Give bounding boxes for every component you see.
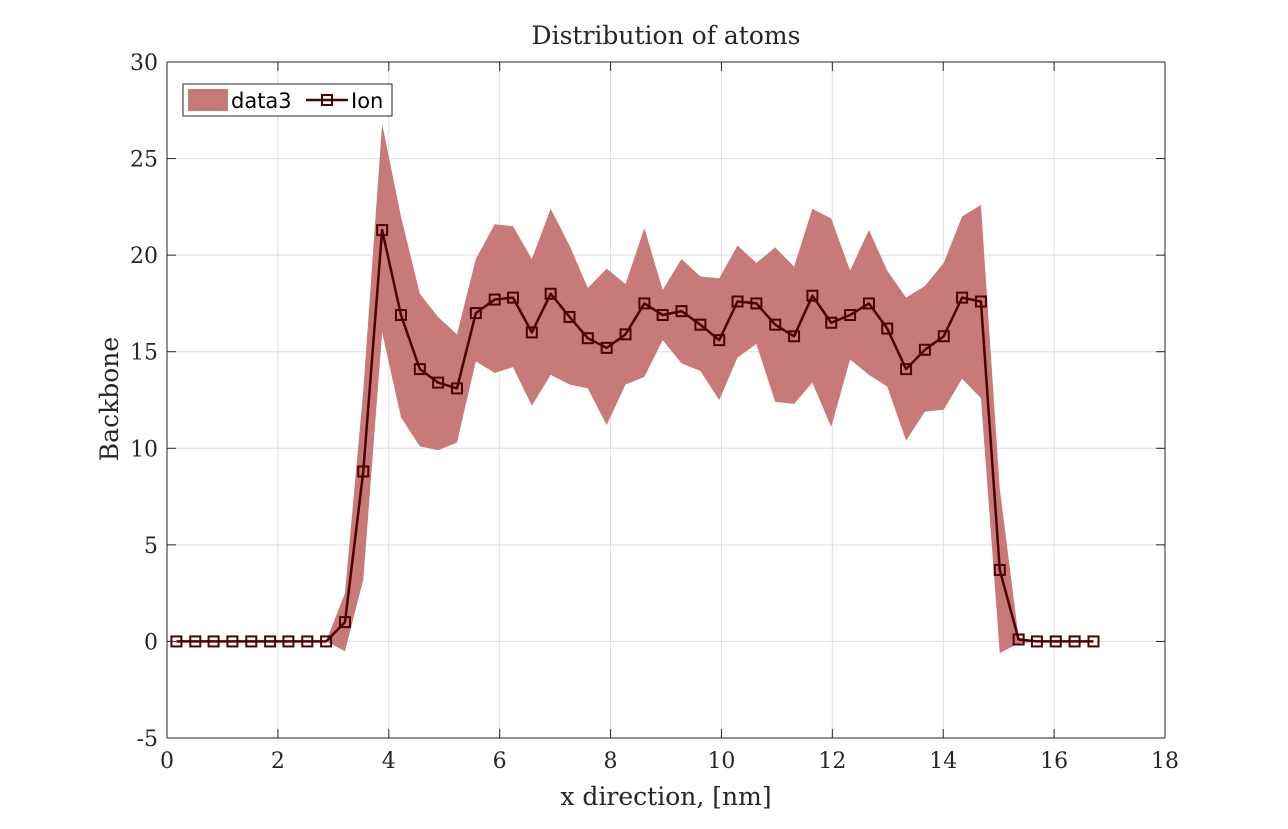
- legend-swatch-data3: [188, 89, 228, 111]
- legend-marker-ion: [321, 94, 333, 106]
- ion-marker: [769, 318, 782, 331]
- y-axis-label: Backbone: [95, 337, 124, 461]
- legend-label-data3: data3: [231, 89, 292, 113]
- ion-marker: [900, 363, 913, 376]
- ion-marker: [357, 465, 370, 478]
- ion-marker: [918, 343, 931, 356]
- ion-marker: [1068, 635, 1081, 648]
- ion-marker: [432, 376, 445, 389]
- x-tick-label: 8: [604, 749, 618, 774]
- x-tick-label: 12: [818, 749, 846, 774]
- ion-marker: [1087, 635, 1100, 648]
- ion-marker: [656, 309, 669, 322]
- ion-marker: [376, 224, 389, 237]
- ion-marker: [301, 635, 314, 648]
- series-ion-line: [176, 228, 1094, 643]
- y-tick-labels: -5 0 5 10 15 20 25 30: [130, 51, 158, 752]
- y-tick-label: 5: [144, 534, 158, 559]
- ion-marker: [207, 635, 220, 648]
- ion-marker: [956, 291, 969, 304]
- ion-marker: [469, 307, 482, 320]
- plot-area-frame: [166, 61, 1166, 739]
- y-tick-label: 15: [130, 341, 158, 366]
- axis-ticks: [166, 61, 1166, 739]
- x-tick-label: 14: [929, 749, 957, 774]
- ion-marker: [638, 297, 651, 310]
- ion-marker: [731, 295, 744, 308]
- y-tick-label: 30: [130, 51, 158, 76]
- ion-marker: [264, 635, 277, 648]
- y-tick-label: 25: [130, 148, 158, 173]
- ion-marker: [619, 328, 632, 341]
- ion-marker: [937, 330, 950, 343]
- ion-marker: [320, 635, 333, 648]
- x-tick-label: 4: [382, 749, 396, 774]
- ion-marker: [506, 291, 519, 304]
- x-tick-label: 6: [493, 749, 507, 774]
- x-axis-label: x direction, [nm]: [560, 782, 771, 811]
- y-tick-label: -5: [137, 727, 158, 752]
- ion-marker: [338, 616, 351, 629]
- x-tick-label: 18: [1151, 749, 1179, 774]
- chart-title: Distribution of atoms: [532, 21, 801, 50]
- ion-marker: [282, 635, 295, 648]
- ion-marker: [245, 635, 258, 648]
- ion-marker: [694, 318, 707, 331]
- ion-marker: [806, 289, 819, 302]
- series-data3-band: [176, 123, 1094, 654]
- ion-marker: [563, 310, 576, 323]
- ion-marker: [993, 563, 1006, 576]
- x-tick-label: 2: [271, 749, 285, 774]
- ion-marker: [881, 322, 894, 335]
- y-tick-label: 10: [130, 437, 158, 462]
- ion-marker: [394, 309, 407, 322]
- ion-marker: [974, 295, 987, 308]
- x-tick-labels: 0 2 4 6 8 10 12 14 16 18: [160, 749, 1179, 774]
- ion-marker: [844, 309, 857, 322]
- ion-marker: [581, 332, 594, 345]
- ion-marker: [600, 341, 613, 354]
- ion-marker: [1049, 635, 1062, 648]
- y-tick-label: 0: [144, 630, 158, 655]
- ion-marker: [675, 305, 688, 318]
- ion-marker: [189, 635, 202, 648]
- ion-marker: [450, 382, 463, 395]
- ion-marker: [525, 326, 538, 339]
- ion-marker: [1012, 633, 1025, 646]
- y-tick-label: 20: [130, 244, 158, 269]
- line-ion: [176, 228, 1094, 643]
- series-ion-markers: [170, 224, 1100, 648]
- x-tick-label: 10: [707, 749, 735, 774]
- legend-label-ion: Ion: [351, 89, 383, 113]
- legend: data3 Ion: [182, 83, 393, 117]
- ion-marker: [788, 330, 801, 343]
- ion-marker: [825, 316, 838, 329]
- x-tick-label: 0: [160, 749, 174, 774]
- ion-marker: [750, 297, 763, 310]
- ion-marker: [544, 287, 557, 300]
- ion-marker: [713, 334, 726, 347]
- ion-marker: [226, 635, 239, 648]
- ion-marker: [488, 293, 501, 306]
- ion-marker: [862, 297, 875, 310]
- band-data3: [176, 123, 1094, 654]
- x-tick-label: 16: [1040, 749, 1068, 774]
- ion-marker: [413, 363, 426, 376]
- ion-marker: [1030, 635, 1043, 648]
